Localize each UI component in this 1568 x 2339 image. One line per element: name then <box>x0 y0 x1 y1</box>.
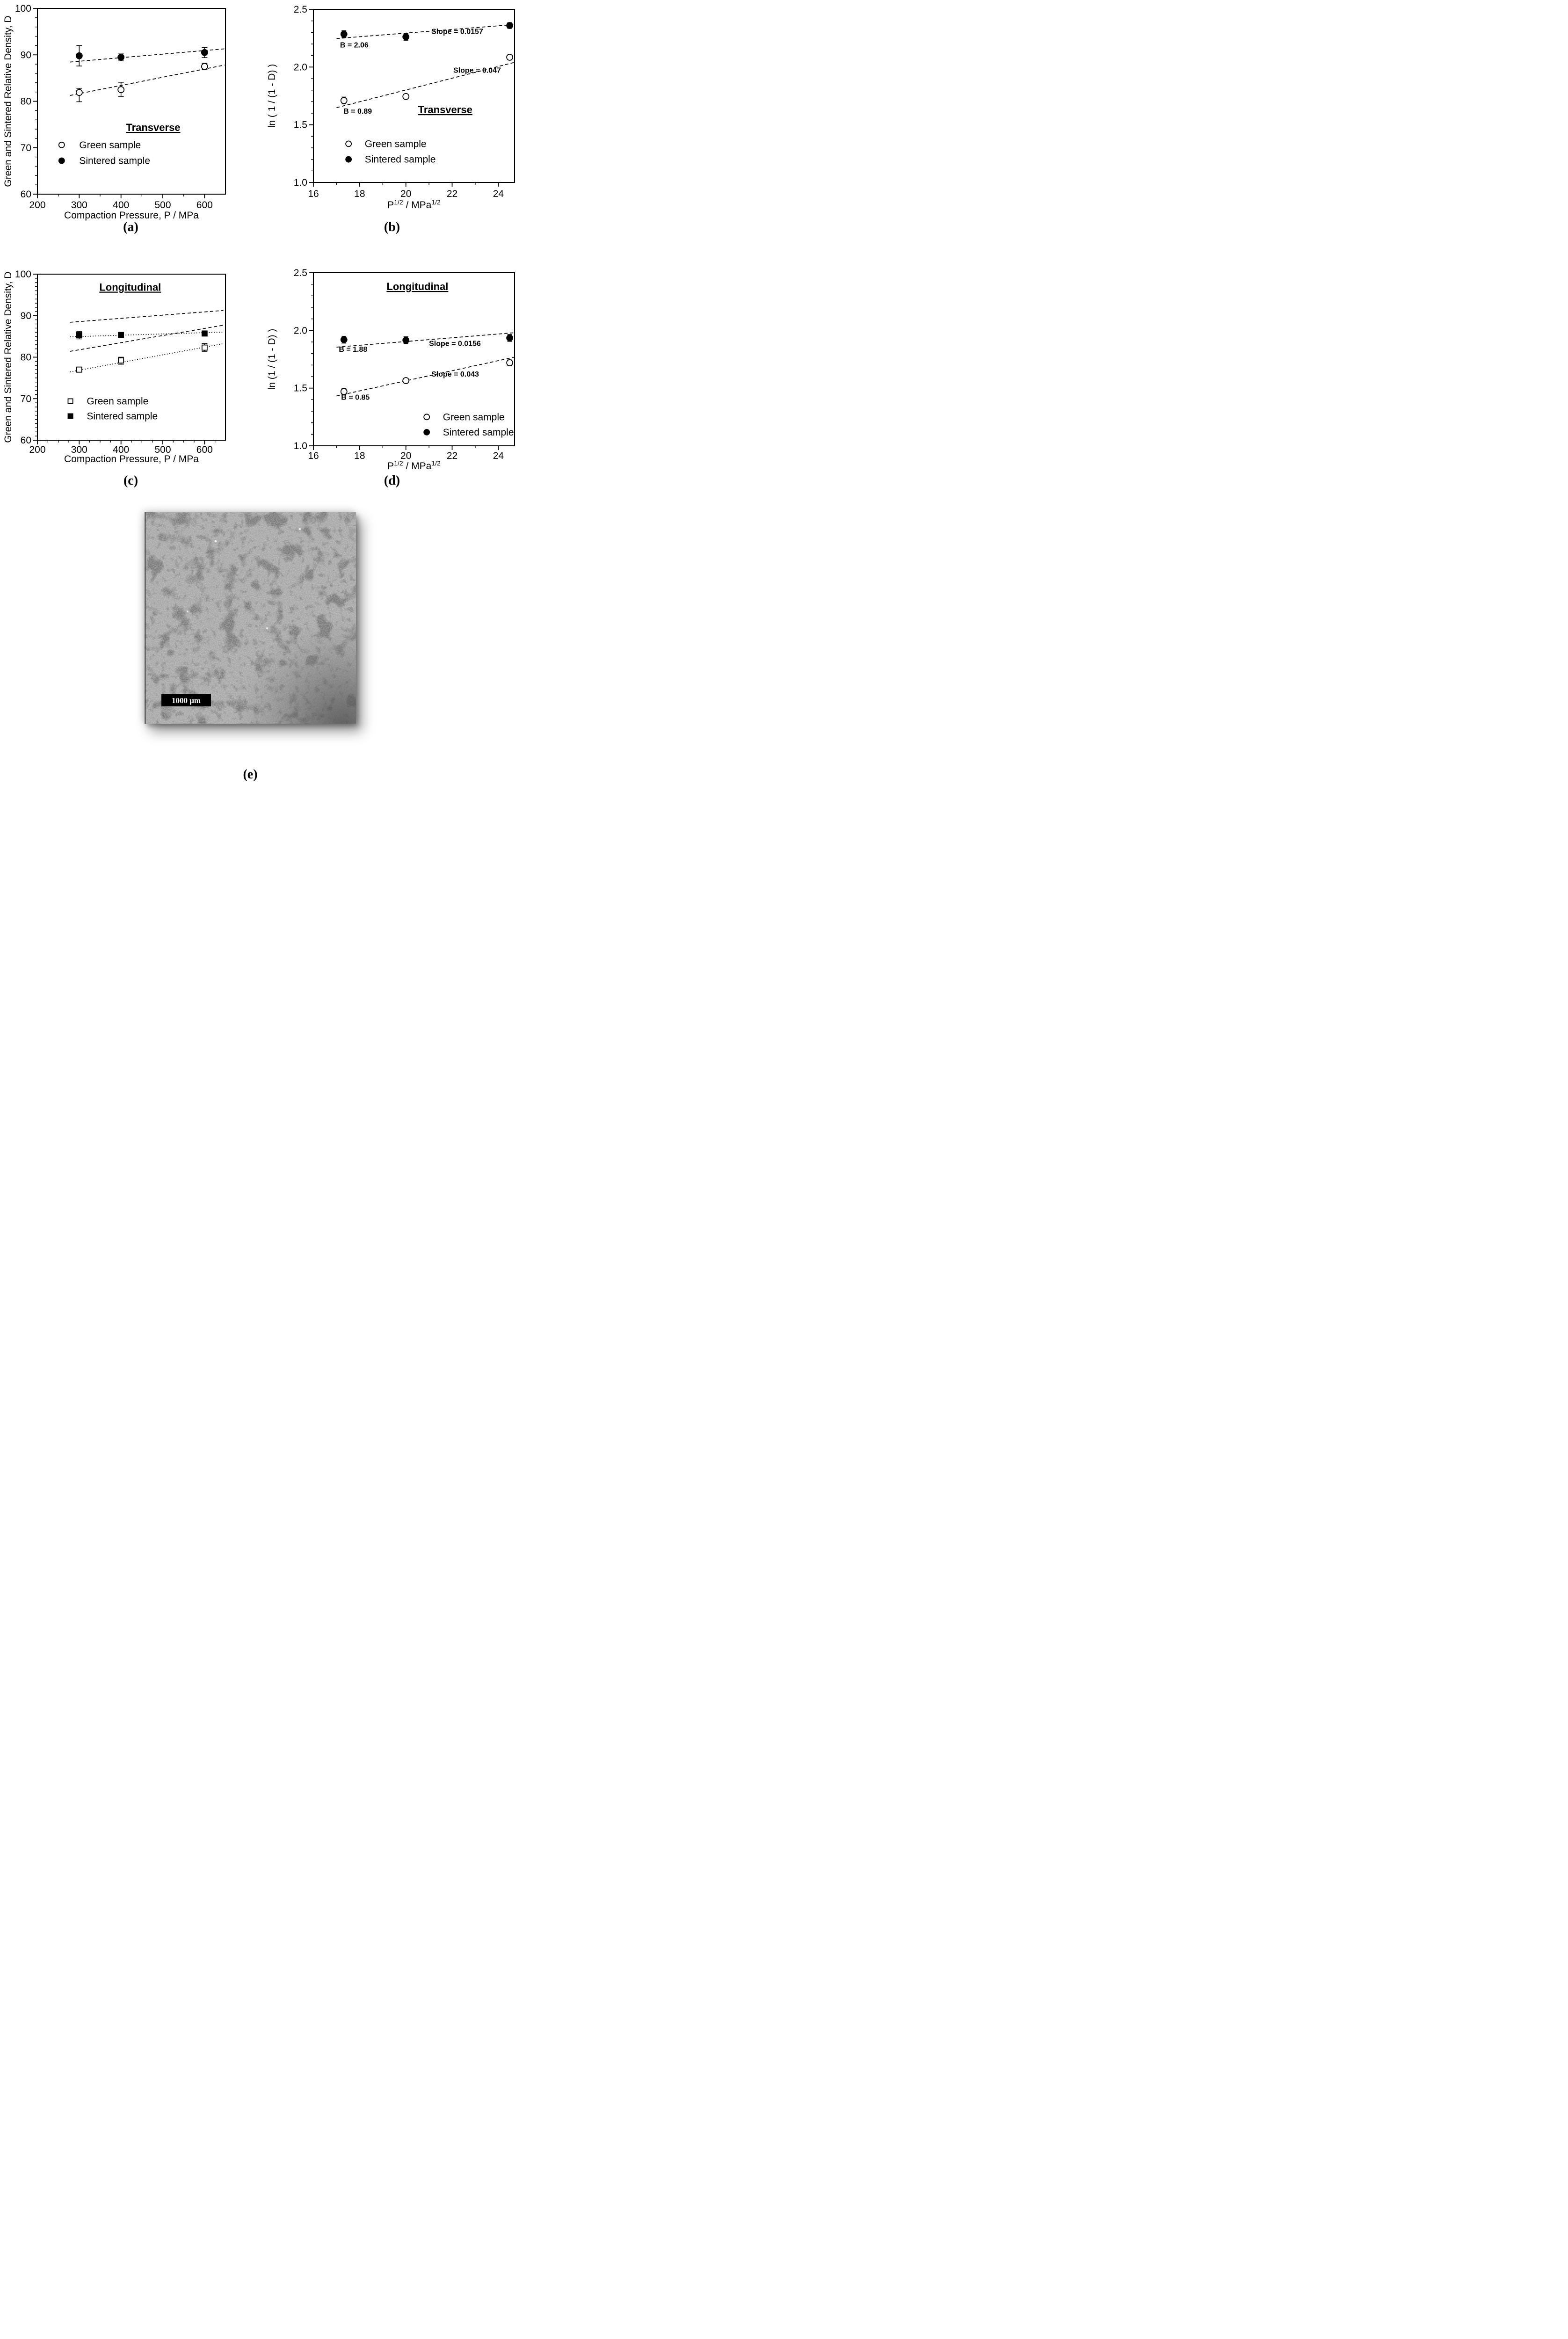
svg-text:Green and Sintered Relative De: Green and Sintered Relative Density, D <box>3 15 14 187</box>
svg-text:90: 90 <box>21 311 31 321</box>
micrograph-speck <box>214 540 217 543</box>
svg-text:400: 400 <box>113 200 129 211</box>
svg-text:500: 500 <box>154 200 171 211</box>
scale-bar-box <box>161 694 211 706</box>
svg-text:24: 24 <box>493 189 504 199</box>
scale-bar-label: 1000 μm <box>172 696 201 705</box>
svg-text:600: 600 <box>196 444 213 455</box>
svg-text:70: 70 <box>21 143 31 153</box>
svg-text:80: 80 <box>21 352 31 363</box>
svg-text:ln (1 / (1 - D) ): ln (1 / (1 - D) ) <box>267 329 277 390</box>
svg-text:Green and Sintered Relative De: Green and Sintered Relative Density, D <box>3 271 14 443</box>
svg-text:1.5: 1.5 <box>294 120 307 131</box>
svg-text:300: 300 <box>71 200 87 211</box>
svg-text:Green sample: Green sample <box>443 412 505 422</box>
svg-text:22: 22 <box>447 189 457 199</box>
chart-panel-a: 200 300 400 500 600 60 70 80 90 100 Compaction Pre… <box>0 0 261 236</box>
svg-text:B = 0.85: B = 0.85 <box>341 393 370 401</box>
chart-panel-d: 16 18 20 22 24 1.0 1.5 2.0 2.5 P1/2 / MPa1/2 ln (1… <box>261 266 523 482</box>
caption-e: (e) <box>243 767 258 782</box>
svg-text:60: 60 <box>21 435 31 446</box>
svg-text:16: 16 <box>308 450 319 461</box>
svg-text:100: 100 <box>15 3 31 14</box>
svg-text:Transverse: Transverse <box>418 104 472 116</box>
svg-text:Compaction Pressure, P / MPa: Compaction Pressure, P / MPa <box>64 454 199 465</box>
svg-text:Slope = 0.0157: Slope = 0.0157 <box>431 28 483 36</box>
svg-text:60: 60 <box>21 189 31 200</box>
svg-text:Sintered sample: Sintered sample <box>443 427 514 438</box>
caption-d: (d) <box>384 473 400 488</box>
svg-text:ln ( 1 / (1 - D) ): ln ( 1 / (1 - D) ) <box>267 64 277 128</box>
svg-text:P1/2 / MPa1/2: P1/2 / MPa1/2 <box>387 459 441 472</box>
svg-text:18: 18 <box>354 189 365 199</box>
svg-text:Sintered sample: Sintered sample <box>365 154 436 165</box>
svg-text:Green sample: Green sample <box>365 138 427 149</box>
svg-text:B = 2.06: B = 2.06 <box>340 41 369 49</box>
svg-text:1.5: 1.5 <box>294 383 307 394</box>
svg-text:90: 90 <box>21 50 31 60</box>
svg-text:500: 500 <box>154 444 171 455</box>
svg-text:400: 400 <box>113 444 129 455</box>
chart-panel-c: 200 300 400 500 600 60 70 80 90 100 Compaction Pre… <box>0 266 261 482</box>
svg-text:Sintered sample: Sintered sample <box>79 156 150 167</box>
svg-text:B = 0.89: B = 0.89 <box>343 108 372 116</box>
svg-text:16: 16 <box>308 189 319 199</box>
svg-text:1.0: 1.0 <box>294 177 307 188</box>
svg-text:P1/2 / MPa1/2: P1/2 / MPa1/2 <box>387 198 441 211</box>
svg-text:600: 600 <box>196 200 213 211</box>
svg-text:22: 22 <box>447 450 457 461</box>
svg-text:2.5: 2.5 <box>294 268 307 278</box>
svg-text:200: 200 <box>29 444 45 455</box>
micrograph-speck <box>266 627 268 629</box>
caption-c: (c) <box>123 473 138 488</box>
svg-text:Slope = 0.047: Slope = 0.047 <box>453 67 501 75</box>
svg-text:Green sample: Green sample <box>87 396 148 407</box>
caption-a: (a) <box>123 220 138 234</box>
chart-panel-b: 16 18 20 22 24 1.0 1.5 2.0 2.5 P1/2 / MPa1/2 ln ( … <box>261 0 523 236</box>
chart-c: 200 300 400 500 600 60 70 80 90 100 Compaction Pre… <box>3 269 226 465</box>
micrograph-speck <box>299 528 301 530</box>
scale-bar: 1000 μm <box>161 694 211 706</box>
svg-text:18: 18 <box>354 450 365 461</box>
svg-text:Sintered sample: Sintered sample <box>87 411 158 422</box>
micrograph-speck <box>187 610 189 612</box>
micrograph-panel-e: 1000 μm <box>145 512 356 724</box>
svg-text:24: 24 <box>493 450 504 461</box>
svg-text:Longitudinal: Longitudinal <box>386 281 448 292</box>
svg-text:Slope = 0.0156: Slope = 0.0156 <box>429 340 481 348</box>
svg-text:Slope = 0.043: Slope = 0.043 <box>431 370 479 378</box>
svg-text:80: 80 <box>21 96 31 107</box>
chart-d: 16 18 20 22 24 1.0 1.5 2.0 2.5 P1/2 / MPa1/2 ln (1… <box>267 268 515 472</box>
micrograph-image: 1000 μm <box>145 512 356 724</box>
svg-text:70: 70 <box>21 393 31 404</box>
svg-text:Longitudinal: Longitudinal <box>99 282 161 293</box>
micrograph-left-edge <box>145 512 146 724</box>
caption-b: (b) <box>384 220 400 234</box>
micrograph-corner-shade <box>145 512 356 724</box>
svg-text:Compaction Pressure, P / MPa: Compaction Pressure, P / MPa <box>64 210 199 221</box>
svg-text:20: 20 <box>400 450 411 461</box>
svg-text:20: 20 <box>400 189 411 199</box>
svg-text:300: 300 <box>71 444 87 455</box>
svg-text:2.0: 2.0 <box>294 325 307 336</box>
figure-page: 200 300 400 500 600 60 70 80 90 100 Compaction Pre… <box>0 0 523 786</box>
svg-text:Green sample: Green sample <box>79 140 141 151</box>
svg-text:100: 100 <box>15 269 31 280</box>
svg-text:200: 200 <box>29 200 45 211</box>
svg-text:2.5: 2.5 <box>294 4 307 15</box>
svg-text:B = 1.88: B = 1.88 <box>339 346 367 354</box>
chart-a: 200 300 400 500 600 60 70 80 90 100 Compaction Pre… <box>3 3 226 221</box>
svg-text:2.0: 2.0 <box>294 62 307 73</box>
svg-text:Transverse: Transverse <box>126 122 180 133</box>
svg-text:1.0: 1.0 <box>294 441 307 451</box>
chart-b: 16 18 20 22 24 1.0 1.5 2.0 2.5 P1/2 / MPa1/2 ln ( … <box>267 4 515 211</box>
